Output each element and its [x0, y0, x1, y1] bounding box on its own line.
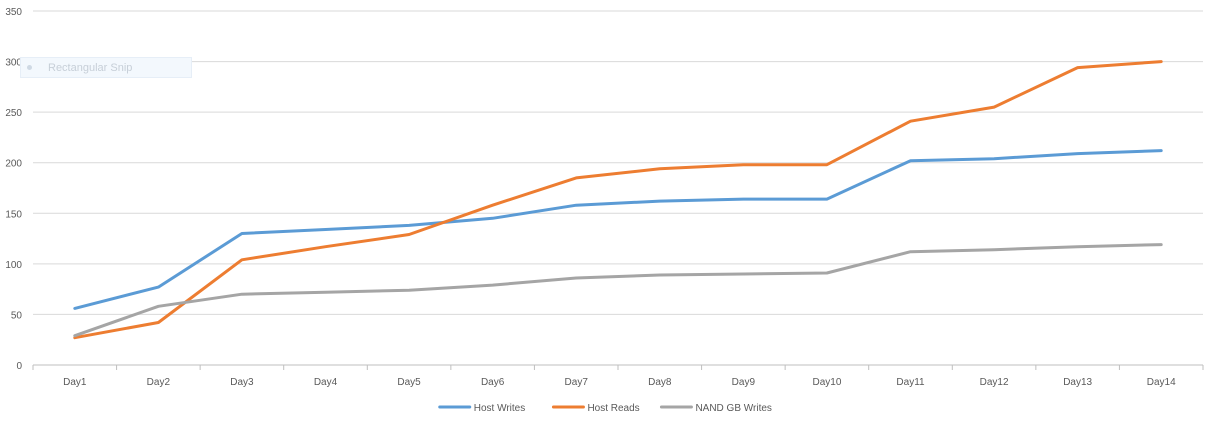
snip-dot-icon	[27, 65, 32, 70]
y-tick-label-0: 0	[16, 361, 22, 372]
snip-ghost-label: Rectangular Snip	[48, 61, 133, 74]
x-tick-label-day4: Day4	[314, 377, 338, 388]
legend: Host Writes Host Reads NAND GB Writes	[438, 403, 772, 414]
y-tick-label-250: 250	[5, 108, 22, 119]
gridlines	[33, 10, 1203, 366]
y-tick-label-50: 50	[11, 310, 23, 321]
x-tick-label-day13: Day13	[1063, 377, 1092, 388]
series-lines	[73, 60, 1163, 340]
y-tick-label-100: 100	[5, 260, 22, 271]
x-tick-label-day14: Day14	[1147, 377, 1176, 388]
legend-entry-host-reads: Host Reads	[551, 403, 640, 414]
x-tick-label-day6: Day6	[481, 377, 505, 388]
legend-label-host-reads: Host Reads	[587, 403, 639, 414]
x-tick-label-day2: Day2	[147, 377, 171, 388]
x-tick-label-day10: Day10	[812, 377, 841, 388]
x-tick-label-day9: Day9	[732, 377, 756, 388]
y-tick-label-300: 300	[5, 58, 22, 69]
y-tick-label-350: 350	[5, 7, 22, 18]
y-axis: 0 50 100 150 200 250 300 350	[5, 7, 22, 372]
x-tick-label-day11: Day11	[896, 377, 925, 388]
legend-entry-host-writes: Host Writes	[438, 403, 526, 414]
legend-label-host-writes: Host Writes	[474, 403, 526, 414]
y-tick-label-150: 150	[5, 209, 22, 220]
series-line-nand-gb-writes	[73, 243, 1163, 338]
rectangular-snip-overlay: Rectangular Snip	[20, 57, 192, 78]
y-tick-label-200: 200	[5, 159, 22, 170]
series-line-host-reads	[73, 60, 1163, 340]
x-tick-label-day3: Day3	[230, 377, 254, 388]
x-axis: Day1 Day2 Day3 Day4 Day5 Day6 Day7 Day8 Day9 Day1…	[32, 365, 1204, 388]
legend-label-nand-gb-writes: NAND GB Writes	[695, 403, 772, 414]
legend-entry-nand-gb-writes: NAND GB Writes	[659, 403, 772, 414]
x-tick-label-day1: Day1	[63, 377, 87, 388]
series-line-host-writes	[73, 149, 1163, 310]
x-tick-label-day8: Day8	[648, 377, 672, 388]
x-tick-label-day12: Day12	[980, 377, 1009, 388]
x-tick-label-day5: Day5	[397, 377, 421, 388]
x-tick-label-day7: Day7	[565, 377, 589, 388]
